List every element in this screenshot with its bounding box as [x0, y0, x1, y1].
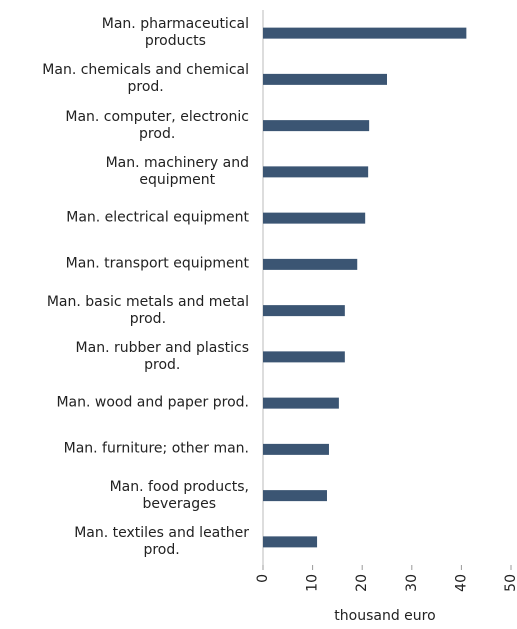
x-tick-label: 20	[354, 574, 370, 592]
bar	[263, 536, 318, 548]
y-tick-label: Man. machinery and equipment	[105, 154, 249, 188]
bar	[263, 397, 339, 409]
bar	[263, 212, 366, 224]
x-tick-label: 0	[255, 574, 271, 583]
x-tick-label: 10	[305, 574, 321, 592]
bar	[263, 305, 345, 317]
y-tick-label: Man. pharmaceutical products	[101, 16, 249, 50]
y-tick-label: Man. transport equipment	[65, 255, 249, 272]
y-tick-label: Man. chemicals and chemical prod.	[42, 62, 249, 96]
y-tick-label: Man. furniture; other man.	[63, 440, 249, 457]
x-tick-label: 50	[503, 574, 517, 592]
x-tick-label: 30	[404, 574, 420, 592]
y-tick-label: Man. wood and paper prod.	[56, 394, 249, 411]
y-tick-label: Man. textiles and leather prod.	[74, 524, 249, 558]
bar	[263, 490, 327, 502]
x-axis-title: thousand euro	[334, 608, 435, 624]
y-tick-label: Man. electrical equipment	[66, 209, 249, 226]
bar	[263, 166, 369, 178]
bar	[263, 120, 370, 132]
y-tick-label: Man. basic metals and metal prod.	[46, 293, 249, 327]
bar	[263, 73, 387, 85]
y-tick-label: Man. food products, beverages	[109, 478, 249, 512]
y-tick-label: Man. computer, electronic prod.	[65, 108, 249, 142]
bar	[263, 258, 358, 270]
y-tick-label: Man. rubber and plastics prod.	[75, 339, 249, 373]
bar	[263, 351, 345, 363]
bar	[263, 27, 467, 39]
x-tick-label: 40	[453, 574, 469, 592]
bar	[263, 443, 329, 455]
